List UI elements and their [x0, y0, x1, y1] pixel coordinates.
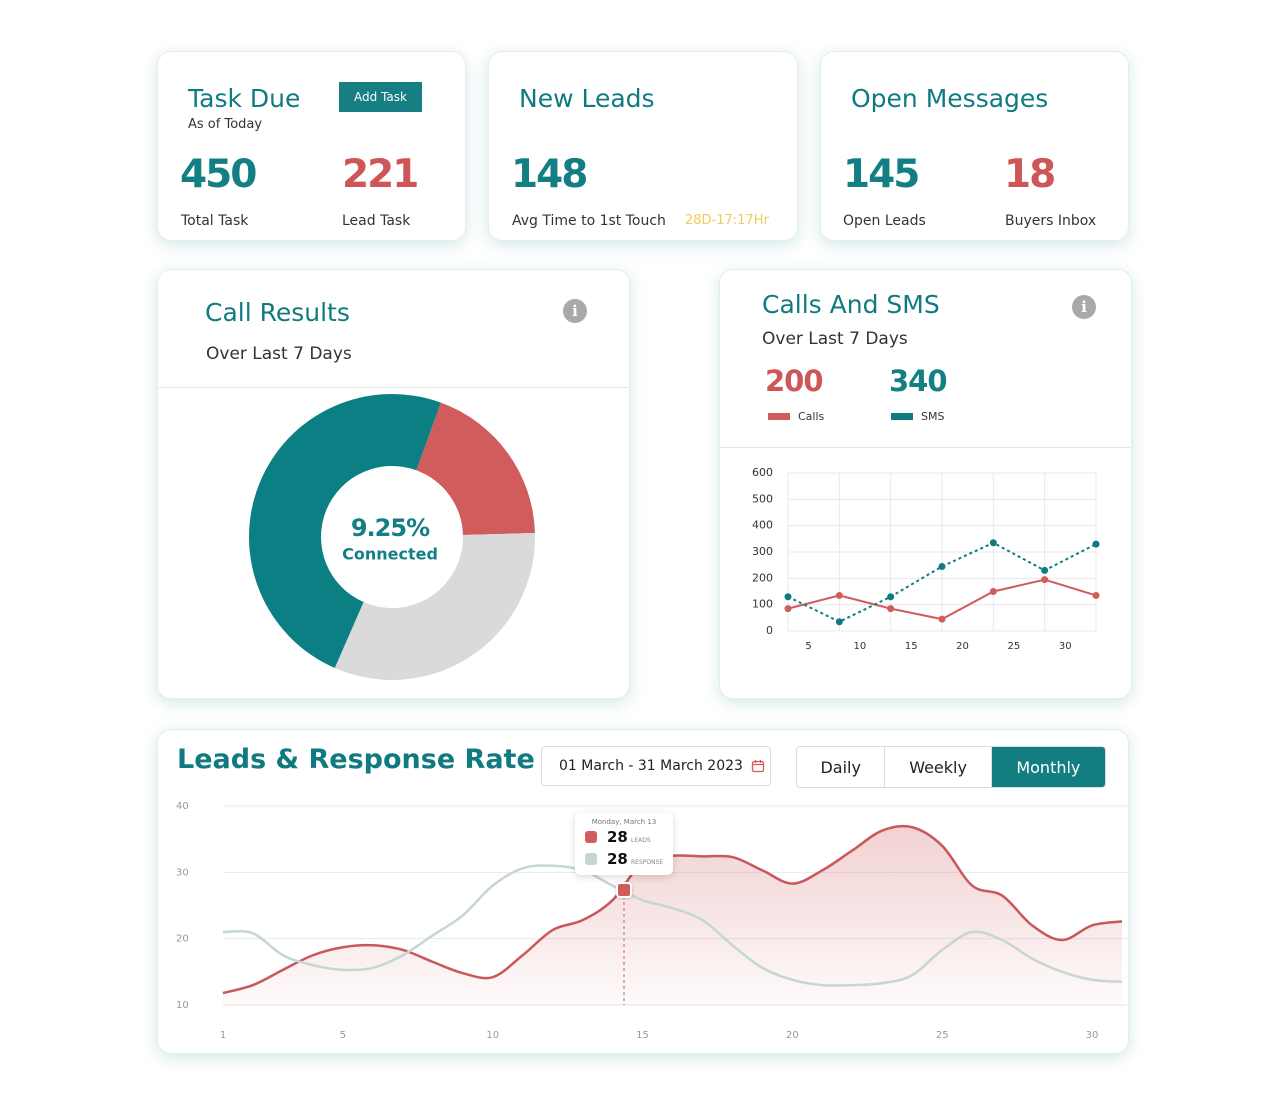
point — [1041, 566, 1049, 574]
point — [835, 618, 843, 626]
add-task-button[interactable]: Add Task — [339, 82, 422, 112]
point — [887, 605, 895, 613]
point — [989, 539, 997, 547]
x-tick-label: 5 — [340, 1030, 346, 1041]
point — [784, 593, 792, 601]
y-tick-label: 200 — [752, 571, 773, 584]
leads-card — [488, 51, 798, 241]
tab-group: Daily Weekly Monthly — [796, 746, 1106, 788]
stat-label: Buyers Inbox — [1005, 213, 1097, 229]
series-line — [222, 864, 1123, 987]
card-title: Calls And SMS — [762, 290, 940, 319]
x-tick-label: 15 — [905, 641, 918, 652]
info-icon[interactable]: i — [563, 299, 587, 323]
stat-label: Lead Task — [342, 213, 411, 229]
tooltip: Monday, March 13 28 LEADS 28 RESPONSE — [575, 813, 673, 875]
divider — [158, 387, 628, 388]
stat-value: 145 — [843, 152, 920, 197]
y-tick-label: 20 — [176, 934, 189, 945]
calendar-icon — [751, 760, 765, 773]
area — [223, 826, 1123, 1005]
point — [835, 591, 843, 599]
donut-segment — [416, 402, 535, 536]
x-tick-label: 30 — [1086, 1030, 1099, 1041]
tab[interactable]: Monthly — [991, 747, 1105, 787]
tooltip-label: LEADS — [631, 837, 651, 844]
center-label: Connected — [342, 545, 438, 564]
tooltip-value: 28 — [607, 850, 628, 868]
tooltip-label: RESPONSE — [631, 859, 664, 866]
donut-segment — [249, 394, 441, 669]
stat-value: 450 — [180, 152, 257, 197]
stat-value: 148 — [511, 152, 588, 197]
stat-label: Avg Time to 1st Touch — [512, 213, 666, 229]
point — [938, 615, 946, 623]
stat-value: 18 — [1004, 152, 1056, 197]
calls-total: 200 — [765, 364, 824, 398]
stat-label: Total Task — [181, 213, 249, 229]
x-tick-label: 15 — [636, 1030, 649, 1041]
legend-label: Calls — [798, 410, 825, 423]
tab[interactable]: Weekly — [885, 747, 992, 787]
stat-value: 221 — [342, 152, 419, 197]
y-tick-label: 40 — [176, 801, 189, 812]
divider — [720, 447, 1130, 448]
point — [1092, 540, 1100, 548]
x-tick-label: 25 — [936, 1030, 949, 1041]
y-tick-label: 10 — [176, 1000, 189, 1011]
point — [1041, 576, 1049, 584]
y-tick-label: 500 — [752, 492, 773, 505]
card-title: Open Messages — [851, 84, 1049, 113]
y-tick-label: 300 — [752, 545, 773, 558]
point — [938, 562, 946, 570]
card-subtitle: Over Last 7 Days — [206, 344, 352, 364]
x-tick-label: 20 — [786, 1030, 799, 1041]
info-icon[interactable]: i — [1072, 295, 1096, 319]
sms-total: 340 — [889, 364, 948, 398]
card-title: Leads & Response Rate — [177, 744, 535, 775]
card-subtitle: Over Last 7 Days — [762, 329, 908, 349]
x-tick-label: 20 — [956, 641, 969, 652]
y-tick-label: 400 — [752, 519, 773, 532]
donut-segment — [334, 533, 536, 680]
card-title: Task Due — [188, 84, 301, 113]
tooltip-swatch — [585, 831, 597, 843]
tooltip-swatch — [585, 853, 597, 865]
y-tick-label: 0 — [766, 624, 773, 637]
tooltip-marker — [616, 882, 632, 898]
y-tick-label: 30 — [176, 867, 189, 878]
x-tick-label: 5 — [805, 641, 811, 652]
y-tick-label: 100 — [752, 598, 773, 611]
x-tick-label: 10 — [486, 1030, 499, 1041]
point — [887, 593, 895, 601]
date-range[interactable]: 01 March - 31 March 2023 — [541, 746, 771, 786]
card-title: Call Results — [205, 298, 350, 327]
tooltip-date: Monday, March 13 — [591, 818, 657, 826]
legend-swatch — [891, 413, 913, 420]
x-tick-label: 25 — [1007, 641, 1020, 652]
tab[interactable]: Daily — [797, 747, 886, 787]
legend-swatch — [768, 413, 790, 420]
point — [784, 605, 792, 613]
date-range-text: 01 March - 31 March 2023 — [559, 758, 743, 774]
center-value: 9.25% — [351, 514, 430, 542]
stat-note: 28D-17:17Hr — [685, 213, 769, 228]
x-tick-label: 30 — [1059, 641, 1072, 652]
legend-label: SMS — [921, 410, 944, 423]
x-tick-label: 10 — [853, 641, 866, 652]
x-tick-label: 1 — [220, 1030, 226, 1041]
point — [1092, 591, 1100, 599]
point — [989, 588, 997, 595]
stat-label: Open Leads — [843, 213, 926, 229]
card-subtitle: As of Today — [188, 117, 263, 132]
y-tick-label: 600 — [752, 466, 773, 479]
messages-card — [820, 51, 1129, 241]
tooltip-value: 28 — [607, 828, 628, 846]
card-title: New Leads — [519, 84, 655, 113]
